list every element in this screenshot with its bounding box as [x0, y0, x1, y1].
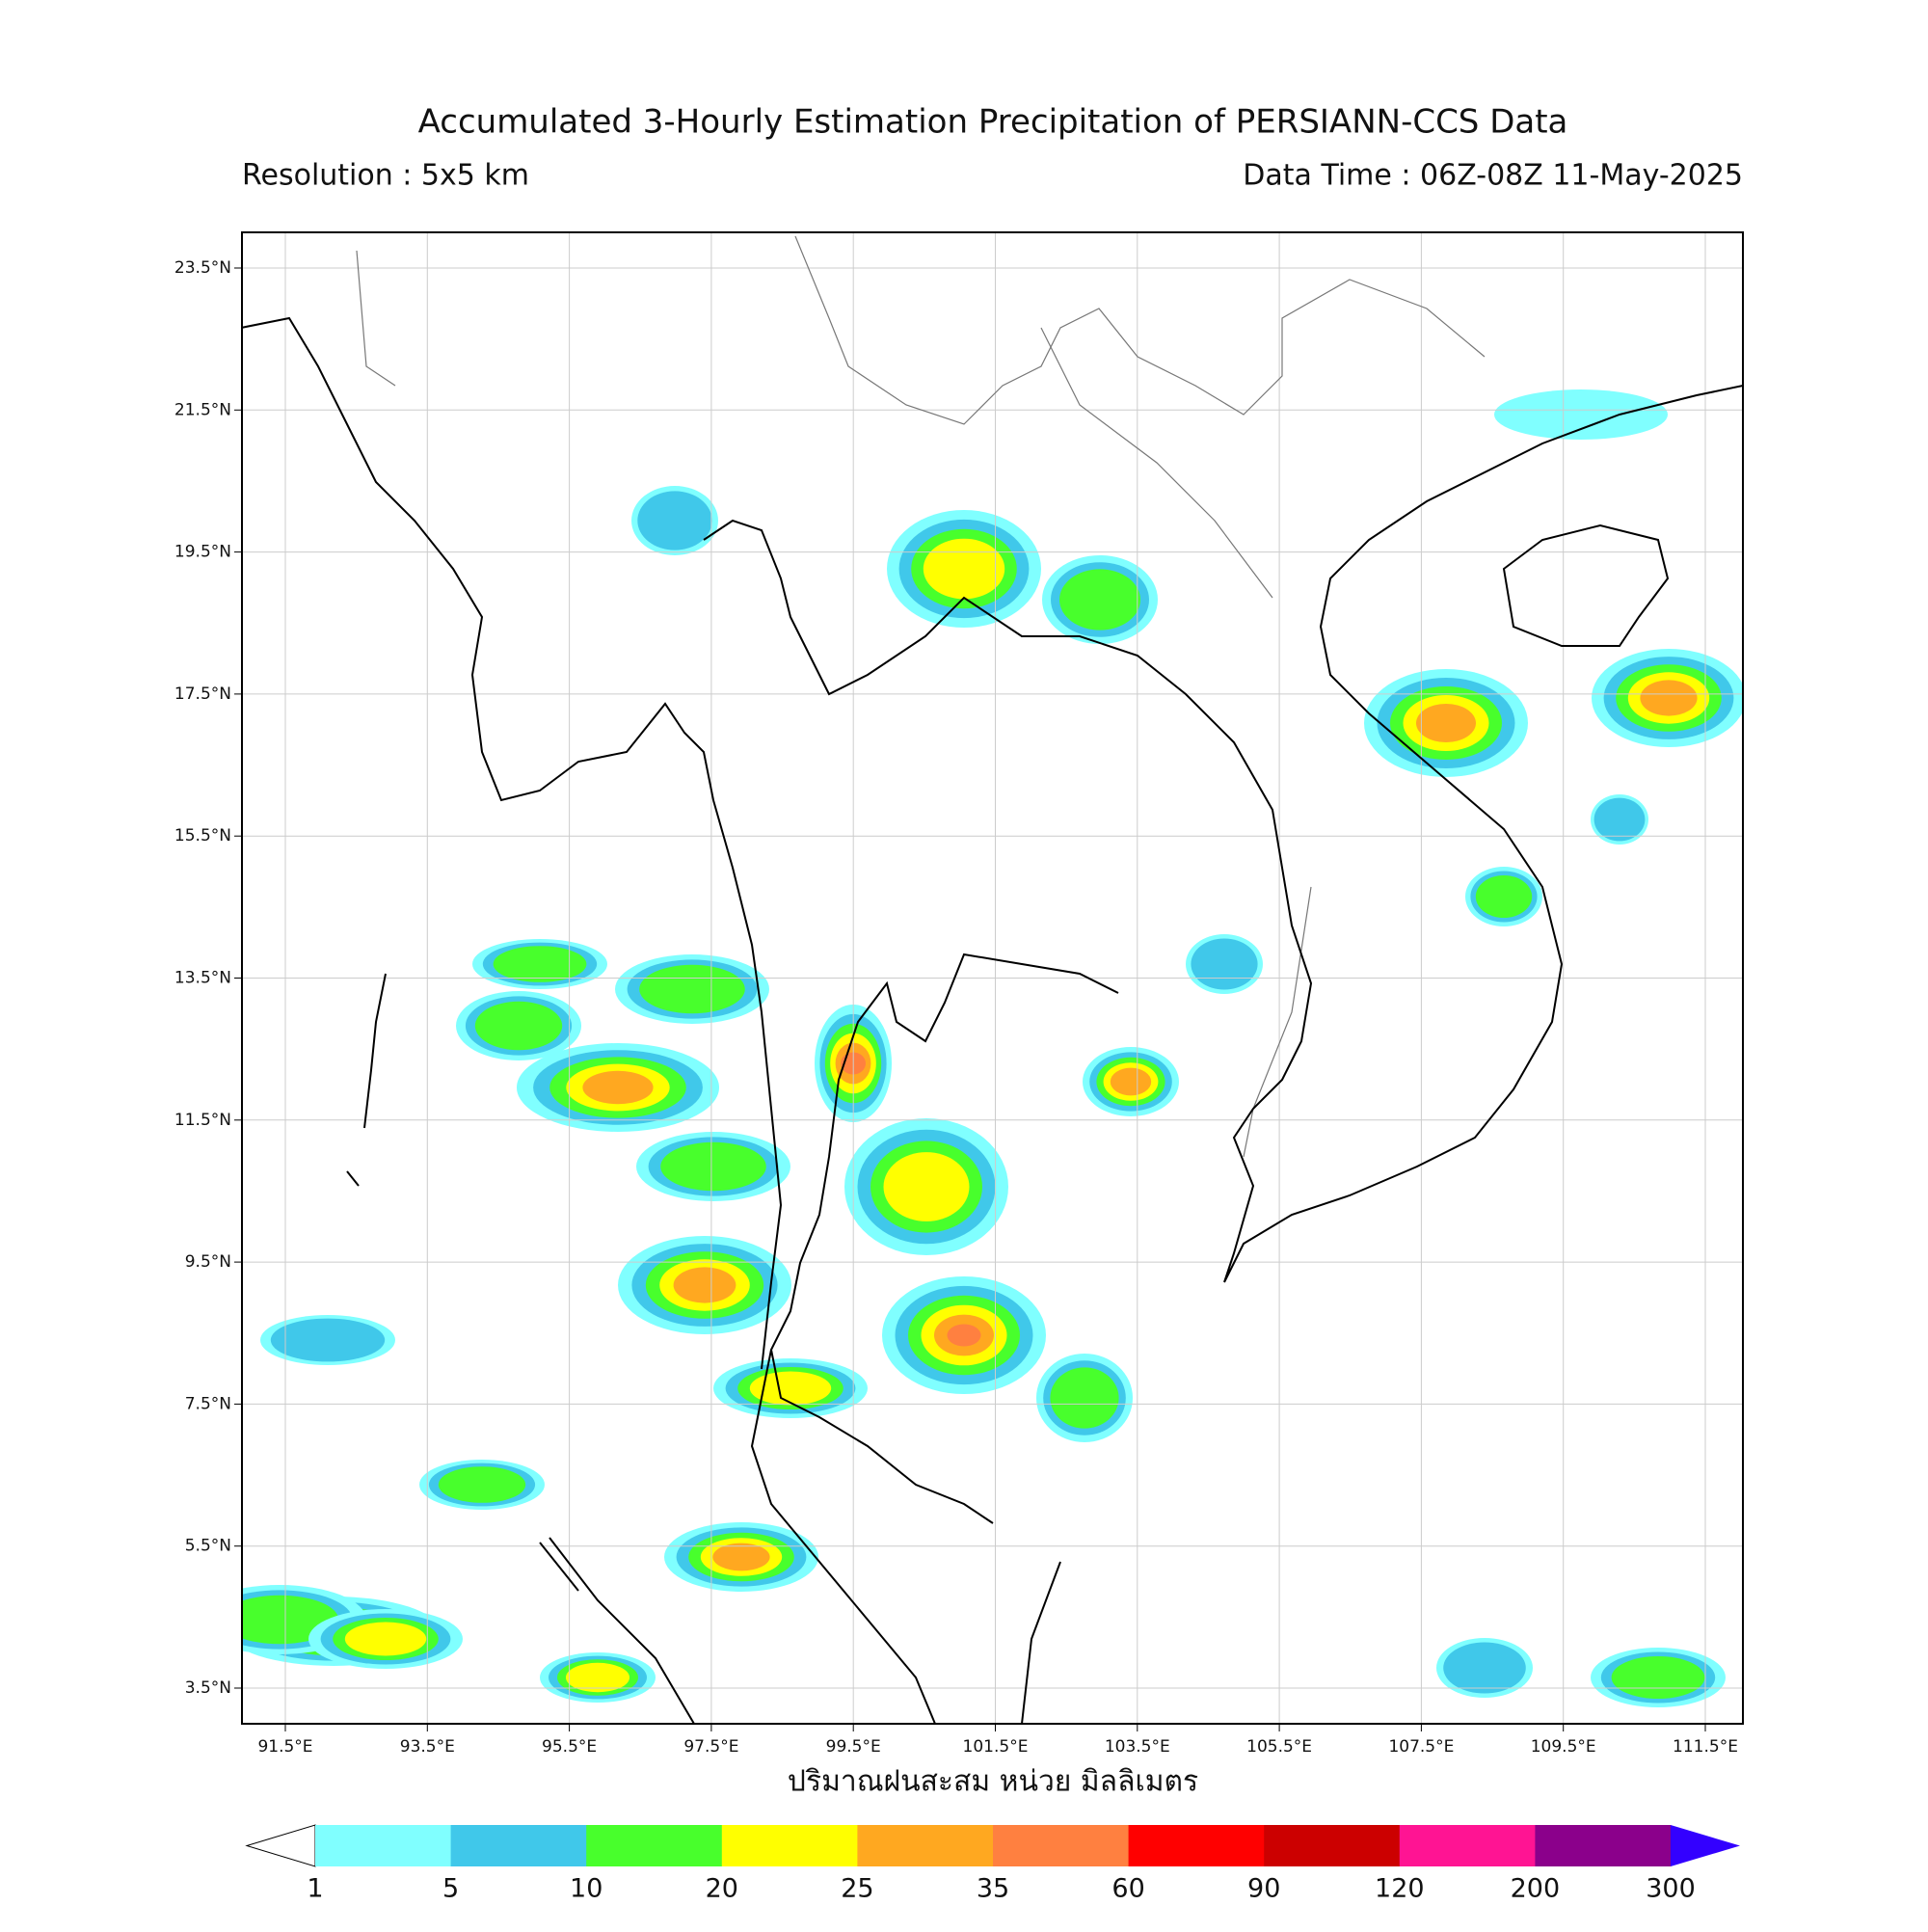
colorbar-label: 5	[442, 1874, 459, 1904]
coastline-thailand	[750, 953, 1119, 1724]
rain-cell	[637, 491, 712, 550]
rain-cell	[712, 1543, 770, 1571]
rain-cell	[1110, 1067, 1152, 1096]
colorbar-cell	[586, 1825, 723, 1866]
lat-label: 23.5°N	[174, 258, 231, 278]
colorbar-cell	[993, 1825, 1130, 1866]
colorbar-cell	[450, 1825, 587, 1866]
lon-label: 105.5°E	[1246, 1737, 1312, 1757]
lon-label: 107.5°E	[1388, 1737, 1454, 1757]
colorbar-label: 60	[1111, 1874, 1144, 1904]
colorbar-over	[1671, 1825, 1740, 1866]
colorbar-label: 1	[307, 1874, 323, 1904]
lon-label: 99.5°E	[826, 1737, 881, 1757]
rain-cell	[749, 1371, 832, 1406]
lat-label: 19.5°N	[174, 543, 231, 562]
rain-cell	[639, 964, 745, 1014]
title: Accumulated 3-Hourly Estimation Precipit…	[418, 103, 1568, 142]
coastline-hainan	[1502, 523, 1670, 647]
rain-cell	[1494, 389, 1668, 440]
resolution: Resolution : 5x5 km	[242, 159, 529, 193]
lat-label: 11.5°N	[174, 1111, 231, 1130]
colorbar-under	[245, 1824, 316, 1867]
rain-cell	[1416, 704, 1476, 742]
rain-cell	[673, 1267, 736, 1303]
lon-label: 95.5°E	[542, 1737, 597, 1757]
colorbar-cell	[1399, 1825, 1536, 1866]
lon-label: 103.5°E	[1105, 1737, 1170, 1757]
colorbar-cell	[315, 1825, 452, 1866]
x-axis-title: ปริมาณฝนสะสม หน่วย มิลลิเมตร	[788, 1765, 1198, 1799]
rain-cell	[493, 946, 587, 982]
lon-label: 91.5°E	[257, 1737, 312, 1757]
colorbar-label: 25	[841, 1874, 873, 1904]
lat-label: 17.5°N	[174, 684, 231, 704]
data-time: Data Time : 06Z-08Z 11-May-2025	[1243, 159, 1743, 193]
lon-label: 97.5°E	[683, 1737, 738, 1757]
lon-label: 109.5°E	[1531, 1737, 1596, 1757]
rain-cell	[1593, 797, 1646, 842]
lon-label: 93.5°E	[400, 1737, 455, 1757]
colorbar-cell	[721, 1825, 858, 1866]
colorbar-label: 10	[570, 1874, 602, 1904]
lat-label: 5.5°N	[185, 1537, 231, 1556]
rain-cell	[1611, 1656, 1705, 1699]
rain-cell	[1191, 938, 1258, 990]
lat-label: 15.5°N	[174, 826, 231, 845]
colorbar: 1 5 10 20 25 35 60 90 120 200 300	[245, 1824, 1740, 1904]
coastline-myanmar	[242, 316, 783, 1370]
lat-label: 7.5°N	[185, 1394, 231, 1413]
rain-cell	[1475, 875, 1533, 918]
lat-label: 13.5°N	[174, 969, 231, 988]
colorbar-label: 35	[977, 1874, 1009, 1904]
colorbar-label: 300	[1646, 1874, 1696, 1904]
colorbar-cell	[1535, 1825, 1672, 1866]
rain-cell	[474, 1001, 563, 1051]
coastline-sumatra-malaysia	[539, 1537, 1061, 1724]
rain-cell	[438, 1466, 526, 1503]
lon-label: 101.5°E	[963, 1737, 1029, 1757]
lat-label: 9.5°N	[185, 1252, 231, 1272]
rain-cell	[270, 1318, 386, 1362]
rain-cell	[1443, 1642, 1526, 1694]
rain-cell	[660, 1141, 766, 1192]
colorbar-label: 120	[1375, 1874, 1425, 1904]
coastline-indochina	[703, 385, 1743, 1283]
colorbar-cell	[857, 1825, 994, 1866]
coastline-andaman	[346, 973, 387, 1187]
borders	[356, 235, 1486, 1158]
colorbar-label: 200	[1511, 1874, 1561, 1904]
rain-cell	[1050, 1367, 1119, 1429]
rain-cell	[344, 1622, 427, 1656]
rain-cell	[1640, 680, 1698, 716]
rain-cell	[566, 1662, 629, 1693]
rain-cell	[923, 538, 1005, 600]
axis-labels: 91.5°E 93.5°E 95.5°E 97.5°E 99.5°E 101.5°E 103…	[174, 258, 1738, 1757]
colorbar-cell	[1128, 1825, 1265, 1866]
rain-cell	[947, 1324, 981, 1347]
lon-label: 111.5°E	[1673, 1737, 1738, 1757]
precipitation	[242, 389, 1743, 1707]
colorbar-label: 90	[1247, 1874, 1280, 1904]
rain-cell	[883, 1152, 970, 1221]
colorbar-cell	[1264, 1825, 1401, 1866]
colorbar-label: 20	[706, 1874, 738, 1904]
lat-label: 21.5°N	[174, 400, 231, 419]
graticule	[242, 232, 1743, 1724]
rain-cell	[582, 1070, 654, 1105]
lat-label: 3.5°N	[185, 1678, 231, 1698]
map-content	[242, 232, 1743, 1724]
rain-cell	[1059, 569, 1140, 631]
